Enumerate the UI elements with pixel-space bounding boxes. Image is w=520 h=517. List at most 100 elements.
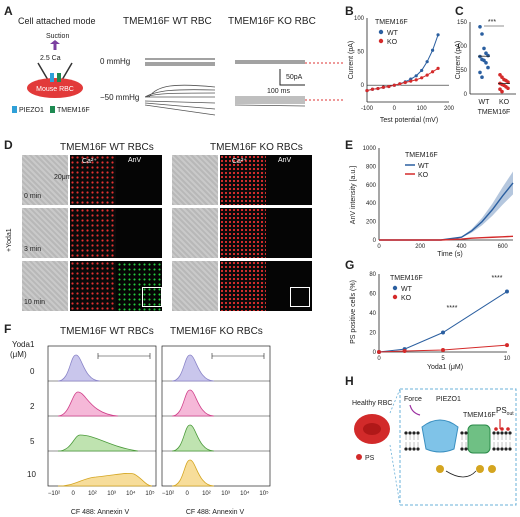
- legend-ko-marker: [378, 38, 384, 44]
- chart-b-point-wt: [414, 74, 418, 78]
- chart-b-legend-title: TMEM16F: [375, 19, 408, 26]
- chart-g-ytick: 60: [369, 292, 376, 298]
- chart-b-point-ko: [403, 80, 407, 85]
- chart-b-xlabel: Test potential (mV): [380, 117, 438, 124]
- micrograph-tile: [220, 261, 266, 311]
- scale-x-label: 100 ms: [267, 88, 290, 95]
- chart-b-point-wt: [425, 60, 429, 64]
- chart-g-legend-ko: KO: [401, 295, 412, 302]
- piezo-legend-icon: [12, 106, 17, 113]
- chart-g-ylabel: PS positive cells (%): [350, 280, 357, 344]
- dose-10: 10: [27, 470, 36, 479]
- flow-xtick: −10²: [48, 491, 60, 497]
- flow-xtick: 10⁵: [259, 490, 269, 497]
- panel-f-ko-title: TMEM16F KO RBCs: [170, 326, 263, 337]
- chart-b-point-ko: [376, 86, 380, 91]
- panel-a-ko-title: TMEM16F KO RBC: [228, 16, 316, 27]
- chart-c-point-ko: [498, 87, 502, 91]
- lipid-head: [416, 447, 420, 451]
- scale-y-label: 50pA: [286, 74, 303, 81]
- flow-xtick: 10²: [88, 491, 97, 497]
- rbc-icon: [27, 78, 83, 98]
- healthy-rbc-label: Healthy RBC: [352, 400, 392, 407]
- legend-wt-marker: [378, 29, 384, 35]
- ca-label-wt: Ca²⁺: [82, 158, 97, 165]
- panel-d-yoda: +Yoda1: [6, 228, 13, 252]
- time-0: 0 min: [24, 193, 42, 200]
- chart-g-line-wt: [378, 291, 508, 353]
- pressure-50-label: −50 mmHg: [100, 93, 140, 102]
- chart-c-point-wt: [480, 75, 484, 79]
- chart-c-ytick: 150: [457, 20, 468, 26]
- flow-xtick: 10²: [202, 491, 211, 497]
- micrograph-tile: [22, 261, 68, 311]
- flow-histogram: [57, 391, 119, 417]
- flow-ko-xlabel: CF 488: Annexin V: [186, 509, 245, 516]
- flow-histogram: [171, 424, 215, 452]
- lipid-head: [508, 447, 512, 451]
- chart-c-ytick: 0: [464, 92, 468, 98]
- panel-label-b: B: [345, 4, 354, 18]
- chart-b-point-ko: [420, 76, 424, 80]
- chart-e-xtick: 0: [377, 244, 381, 250]
- ps-out-label: PSout: [496, 406, 514, 417]
- ps-lipid: [500, 427, 504, 431]
- chart-b-ytick: 50: [357, 50, 364, 56]
- panel-label-c: C: [455, 4, 464, 18]
- chart-b-xtick: 100: [417, 106, 428, 112]
- pipette-icon: [37, 62, 73, 81]
- chart-e-xlabel: Time (s): [437, 251, 462, 258]
- chart-g-xtick: 10: [504, 356, 511, 362]
- chart-g-legend-wt: WT: [401, 286, 413, 293]
- chart-b-point-ko: [436, 66, 440, 70]
- chart-e-ytick: 200: [366, 220, 377, 226]
- micrograph-tile: [70, 155, 116, 205]
- chart-b-xtick: 0: [393, 106, 397, 112]
- suction-label: Suction: [46, 33, 69, 40]
- chart-c-point-wt: [478, 25, 482, 29]
- anv-label-wt: AnV: [128, 157, 142, 164]
- lipid-head: [492, 447, 496, 451]
- piezo-label: PIEZO1: [436, 396, 461, 403]
- chart-e-ytick: 600: [366, 183, 377, 189]
- chart-g-point-wt: [505, 289, 509, 294]
- zoom-box: [399, 388, 517, 506]
- lipid-head: [412, 431, 416, 435]
- panel-label-g: G: [345, 258, 355, 272]
- time-3: 3 min: [24, 246, 42, 253]
- ps-label: PS: [365, 455, 375, 462]
- flow-xtick: 10⁵: [145, 490, 155, 497]
- flow-histogram: [171, 354, 215, 382]
- lipid-head: [460, 447, 464, 451]
- chart-b-ylabel: Current (pA): [348, 41, 355, 80]
- chart-b-point-wt: [420, 68, 424, 73]
- chart-c-point-wt: [478, 70, 482, 75]
- chart-g-line-ko: [378, 344, 508, 353]
- panel-d-ko-title: TMEM16F KO RBCs: [210, 142, 303, 153]
- flow-xtick: 0: [186, 491, 190, 497]
- chart-b: 0 50 100 -100 0 100 200 Current (pA) Test pote…: [348, 16, 455, 124]
- chart-g-point-ko: [377, 350, 381, 354]
- chart-c-x2: KO: [499, 99, 510, 106]
- micrograph-tile: [70, 208, 116, 258]
- chart-b-point-ko: [431, 70, 435, 74]
- chart-e-legend-title: TMEM16F: [405, 152, 438, 159]
- micrograph-tile: [220, 208, 266, 258]
- panel-label-e: E: [345, 138, 354, 152]
- lipid-head: [404, 431, 408, 435]
- chart-b-ytick: 0: [361, 83, 365, 89]
- tmem16f-icon: [467, 424, 491, 454]
- lipid-head: [464, 447, 468, 451]
- chart-c-ytick: 100: [457, 44, 468, 50]
- chart-g-point-ko: [505, 343, 509, 348]
- chart-b-legend-ko: KO: [387, 39, 398, 46]
- force-label: Force: [404, 396, 422, 403]
- lipid-head: [496, 447, 500, 451]
- panel-f-wt-title: TMEM16F WT RBCs: [60, 326, 154, 337]
- chart-c-point-ko: [506, 80, 510, 84]
- ca-ion-icon: [436, 465, 444, 473]
- time-10: 10 min: [24, 299, 46, 306]
- lipid-head: [492, 431, 496, 435]
- flow-histogram: [57, 434, 139, 452]
- chart-c-point-ko: [500, 89, 504, 94]
